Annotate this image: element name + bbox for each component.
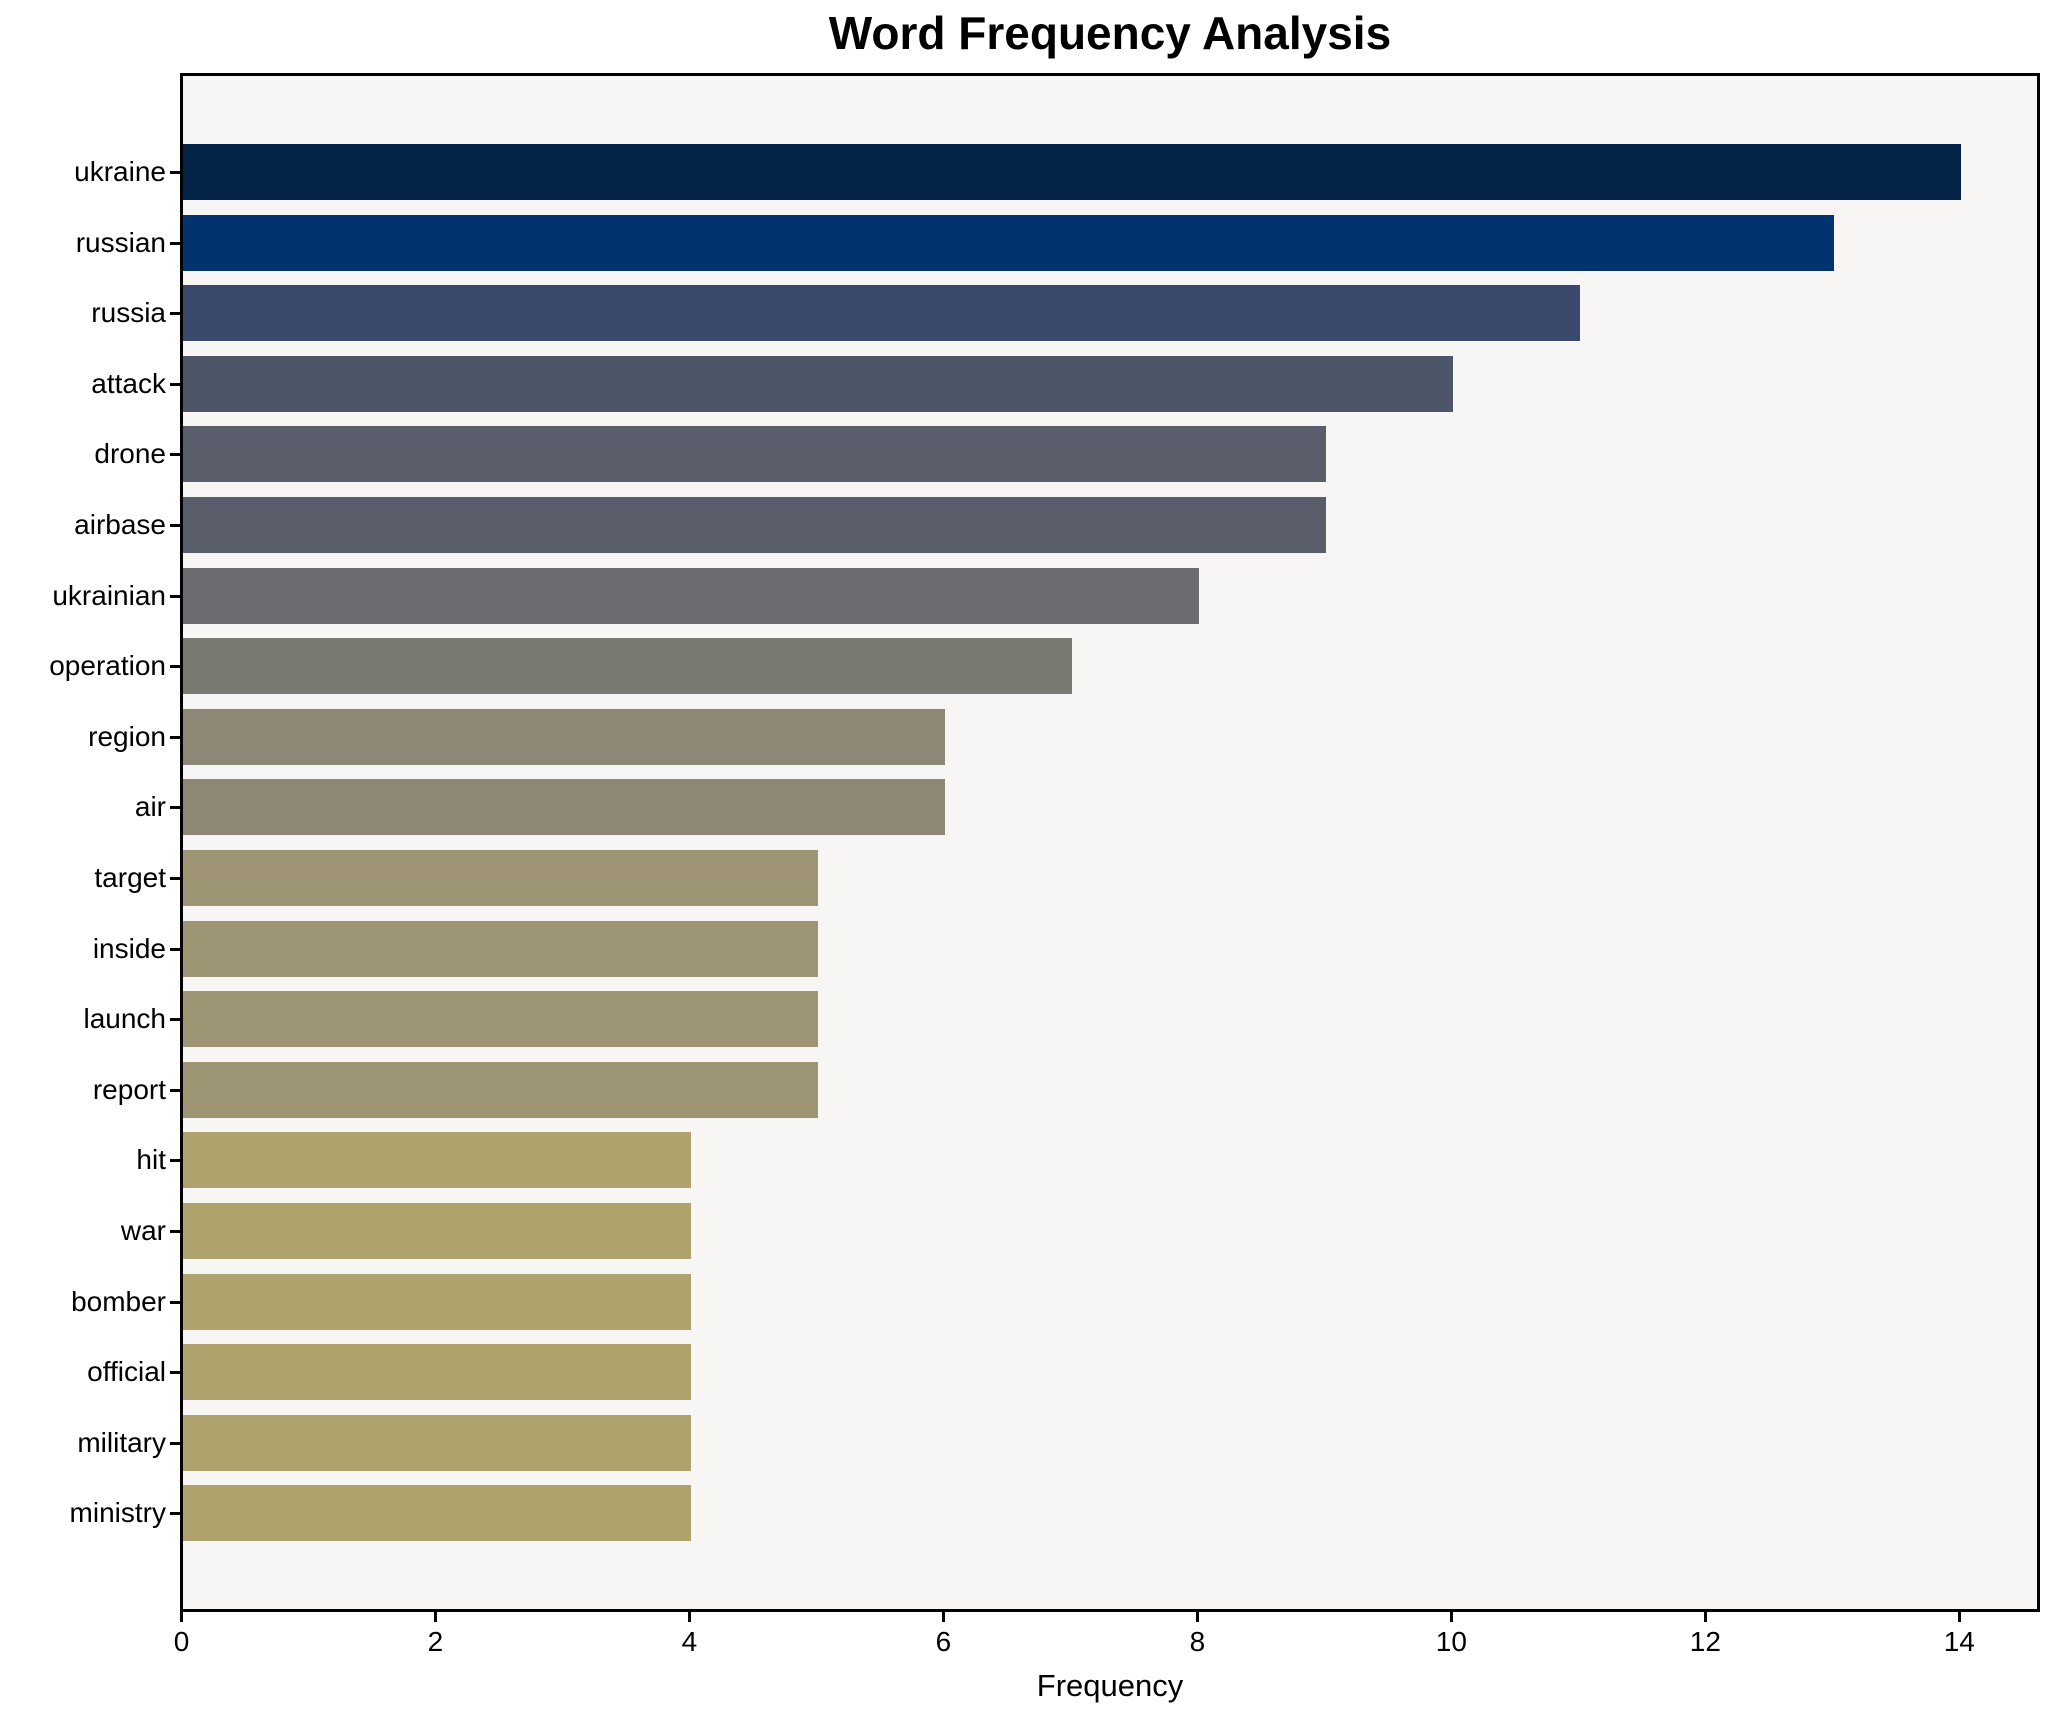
y-tick-label-ministry: ministry: [69, 1497, 166, 1529]
y-tick-label-russia: russia: [91, 297, 166, 329]
y-tick-label-region: region: [88, 720, 166, 752]
y-tick-mark: [170, 241, 180, 245]
y-tick-mark: [170, 1441, 180, 1445]
y-tick-mark: [170, 312, 180, 316]
bar-russia: [183, 285, 1580, 342]
x-tick-mark: [1703, 1612, 1707, 1622]
bar-bomber: [183, 1273, 691, 1330]
bar-region: [183, 708, 945, 765]
x-tick-mark: [1957, 1612, 1961, 1622]
bar-launch: [183, 991, 818, 1048]
x-tick-label-2: 2: [427, 1626, 444, 1657]
bar-russian: [183, 214, 1834, 271]
y-tick-label-ukraine: ukraine: [74, 156, 166, 187]
y-tick-mark: [170, 594, 180, 598]
y-tick-mark: [170, 171, 180, 174]
bar-operation: [183, 638, 1072, 695]
y-tick-label-war: war: [120, 1215, 166, 1246]
y-tick-mark: [170, 1159, 180, 1163]
y-tick-mark: [170, 806, 180, 810]
y-tick-label-hit: hit: [136, 1144, 166, 1176]
bar-war: [183, 1203, 691, 1259]
y-tick-mark: [170, 524, 180, 527]
x-tick-label-12: 12: [1689, 1626, 1721, 1657]
x-tick-label-14: 14: [1943, 1626, 1975, 1657]
y-tick-label-drone: drone: [94, 438, 166, 470]
y-tick-mark: [170, 1512, 180, 1516]
bar-air: [183, 779, 945, 836]
bar-ministry: [183, 1485, 691, 1542]
bar-hit: [183, 1132, 691, 1189]
chart-title: Word Frequency Analysis: [828, 7, 1392, 59]
y-tick-mark: [170, 1018, 180, 1022]
x-tick-mark: [1195, 1612, 1199, 1622]
y-tick-label-inside: inside: [92, 932, 166, 964]
y-tick-label-military: military: [77, 1426, 166, 1458]
bar-airbase: [183, 497, 1326, 553]
bar-attack: [183, 355, 1453, 412]
x-axis-label: Frequency: [1036, 1668, 1184, 1703]
bar-report: [183, 1061, 818, 1118]
y-tick-mark: [170, 1230, 180, 1233]
bar-ukraine: [183, 144, 1961, 200]
y-tick-label-official: official: [87, 1356, 166, 1388]
plot-area: [180, 73, 2040, 1612]
y-tick-mark: [170, 1371, 180, 1375]
bar-military: [183, 1414, 691, 1471]
y-tick-label-report: report: [92, 1073, 166, 1105]
y-tick-label-operation: operation: [49, 650, 166, 682]
y-tick-label-airbase: airbase: [74, 509, 166, 540]
y-tick-mark: [170, 947, 180, 951]
y-tick-mark: [170, 382, 180, 386]
y-tick-mark: [170, 453, 180, 457]
bar-target: [183, 850, 818, 906]
y-tick-mark: [170, 1088, 180, 1092]
y-tick-mark: [170, 1300, 180, 1304]
x-tick-label-0: 0: [173, 1626, 190, 1657]
x-tick-label-4: 4: [681, 1626, 698, 1657]
y-tick-mark: [170, 877, 180, 880]
y-tick-label-target: target: [94, 862, 166, 893]
x-tick-mark: [433, 1612, 437, 1622]
y-tick-label-russian: russian: [75, 226, 166, 258]
bar-official: [183, 1344, 691, 1401]
y-tick-label-attack: attack: [91, 367, 166, 399]
bar-ukrainian: [183, 567, 1199, 624]
bar-inside: [183, 920, 818, 977]
y-tick-label-launch: launch: [83, 1003, 166, 1035]
y-tick-mark: [170, 665, 180, 669]
x-tick-label-8: 8: [1189, 1626, 1206, 1657]
x-tick-mark: [180, 1612, 183, 1622]
x-tick-mark: [941, 1612, 945, 1622]
x-tick-mark: [687, 1612, 691, 1622]
y-tick-mark: [170, 735, 180, 739]
x-tick-mark: [1449, 1612, 1453, 1622]
y-tick-label-bomber: bomber: [71, 1285, 166, 1317]
x-tick-label-6: 6: [935, 1626, 952, 1657]
x-tick-label-10: 10: [1435, 1626, 1467, 1657]
bar-drone: [183, 426, 1326, 483]
y-tick-label-air: air: [134, 791, 166, 823]
y-tick-label-ukrainian: ukrainian: [52, 579, 166, 611]
